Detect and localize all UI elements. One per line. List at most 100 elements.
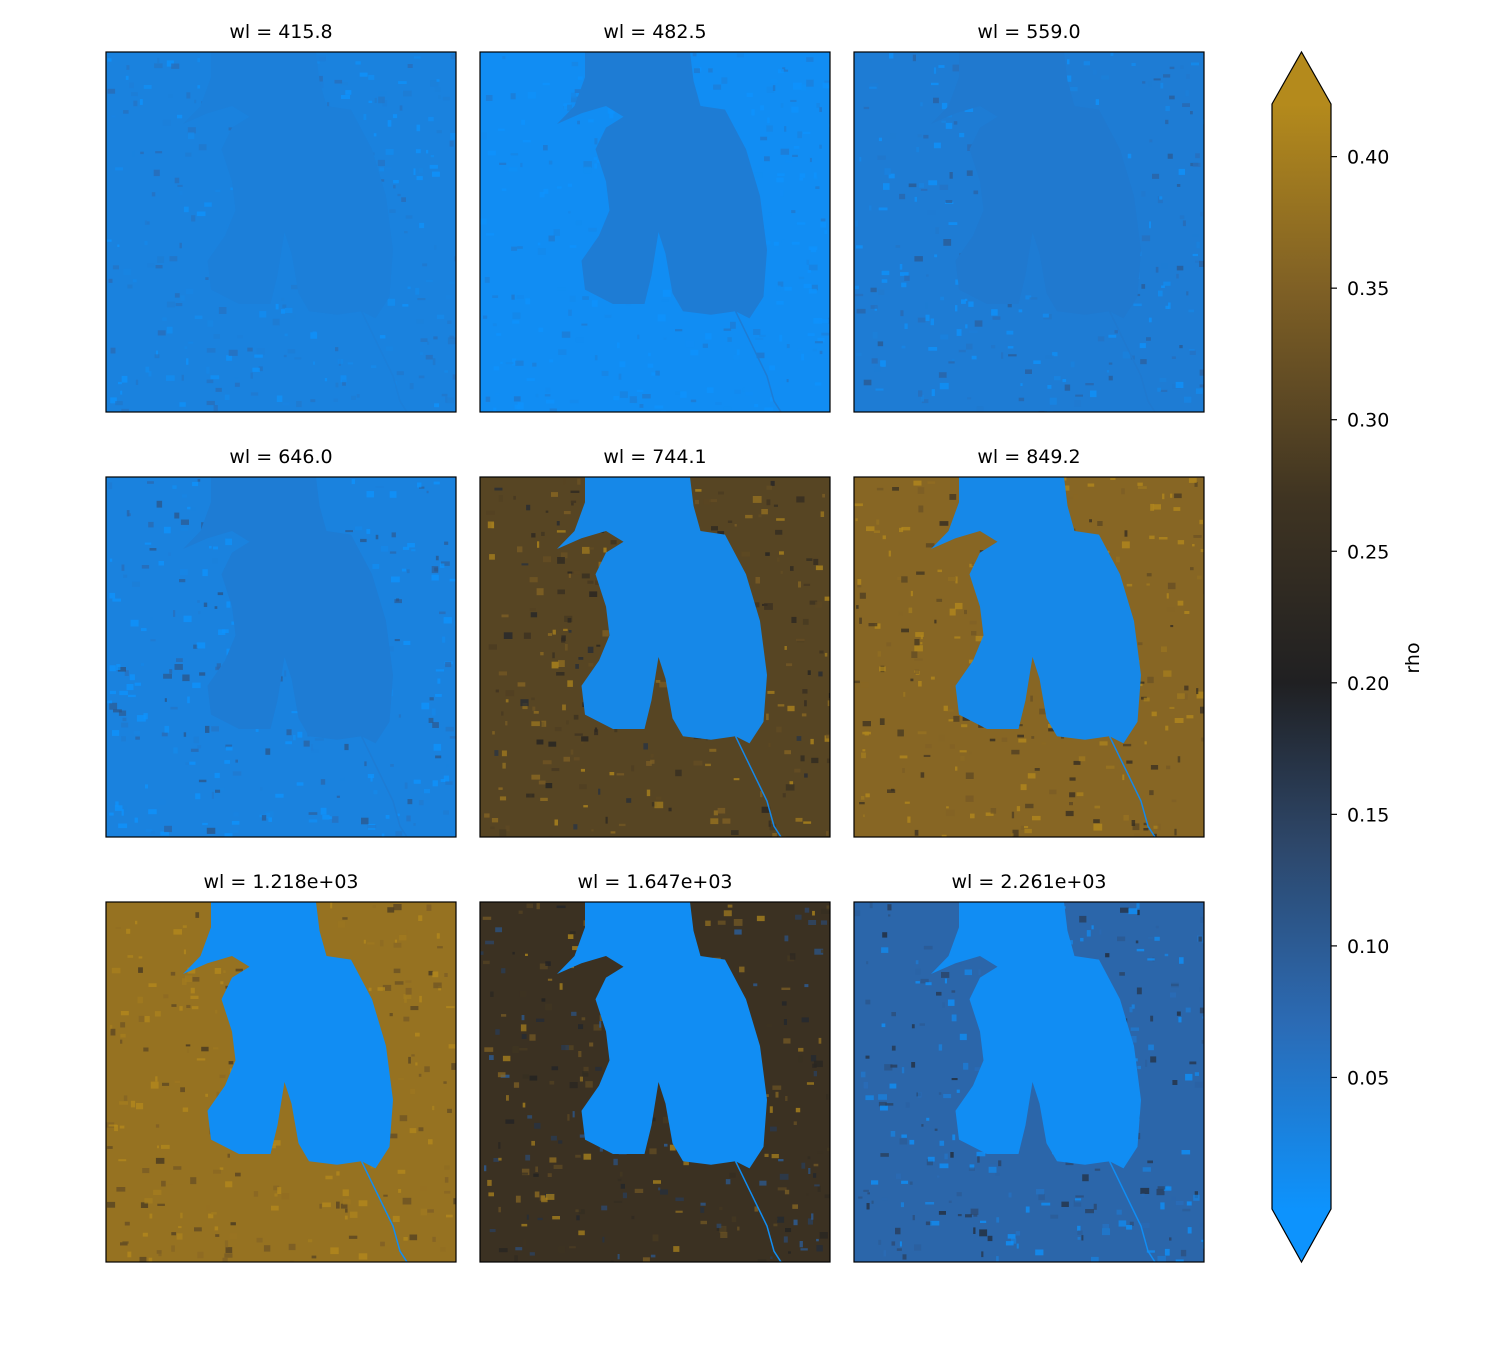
texture-speck [229, 1233, 238, 1240]
texture-speck [811, 1213, 814, 1220]
texture-speck [505, 721, 508, 726]
texture-speck [776, 726, 782, 733]
texture-speck [322, 814, 330, 820]
texture-speck [485, 396, 491, 402]
texture-speck [174, 177, 180, 184]
texture-speck [943, 705, 948, 711]
texture-speck [197, 478, 201, 482]
texture-speck [874, 366, 882, 372]
texture-speck [389, 491, 397, 498]
texture-speck [197, 745, 202, 749]
texture-speck [926, 274, 929, 277]
texture-speck [1091, 925, 1094, 930]
texture-speck [956, 329, 962, 336]
texture-speck [121, 375, 128, 383]
texture-speck [727, 904, 733, 908]
texture-speck [401, 568, 406, 572]
texture-speck [224, 1253, 233, 1258]
texture-speck [148, 521, 154, 528]
texture-speck [1108, 362, 1113, 365]
texture-speck [1174, 828, 1177, 836]
texture-speck [315, 61, 320, 64]
texture-speck [1094, 1168, 1101, 1171]
texture-speck [121, 736, 126, 742]
panel-title: wl = 744.1 [603, 446, 706, 468]
texture-speck [571, 1011, 577, 1016]
texture-speck [1108, 375, 1113, 381]
texture-speck [885, 1103, 894, 1106]
texture-speck [578, 1209, 585, 1215]
texture-speck [1161, 285, 1165, 288]
texture-speck [112, 730, 120, 736]
texture-speck [855, 352, 862, 356]
texture-speck [1184, 685, 1189, 691]
texture-speck [1171, 982, 1179, 988]
texture-speck [489, 554, 495, 560]
colorbar-tick-label: 0.40 [1347, 147, 1389, 169]
texture-speck [1128, 1036, 1137, 1043]
texture-speck [776, 301, 784, 305]
texture-speck [796, 496, 805, 503]
panel-grid: wl = 415.8 wl = 482.5 wl = 559.0wl = 646.0… [105, 21, 1205, 1263]
texture-speck [132, 150, 135, 158]
texture-speck [731, 1216, 737, 1223]
texture-speck [1141, 284, 1146, 289]
texture-speck [534, 1122, 541, 1129]
texture-speck [859, 157, 862, 162]
texture-speck [170, 971, 176, 976]
texture-speck [881, 1197, 888, 1201]
texture-speck [1157, 387, 1161, 392]
texture-speck [445, 396, 448, 403]
texture-speck [791, 106, 799, 113]
texture-speck [136, 715, 146, 722]
texture-speck [819, 650, 824, 654]
texture-speck [895, 245, 901, 248]
texture-speck [439, 611, 446, 615]
texture-speck [171, 63, 180, 69]
texture-speck [876, 519, 880, 525]
texture-speck [543, 556, 552, 563]
texture-speck [617, 1254, 620, 1260]
texture-speck [974, 1067, 981, 1071]
texture-speck [150, 639, 156, 642]
texture-speck [944, 1153, 948, 1160]
texture-speck [662, 1116, 669, 1124]
texture-speck [521, 1223, 528, 1227]
map-panel: wl = 646.0 [105, 446, 457, 838]
texture-speck [987, 1235, 993, 1242]
texture-speck [565, 1045, 574, 1051]
texture-speck [432, 358, 436, 366]
map-image [854, 477, 1204, 837]
texture-speck [920, 978, 929, 984]
texture-speck [637, 334, 640, 340]
texture-speck [219, 1167, 224, 1170]
texture-speck [517, 682, 526, 687]
texture-speck [1020, 825, 1025, 830]
texture-speck [871, 358, 878, 364]
texture-speck [415, 1032, 420, 1037]
texture-speck [820, 949, 824, 953]
texture-speck [1116, 1209, 1122, 1215]
texture-speck [955, 279, 960, 285]
texture-speck [526, 504, 531, 511]
texture-speck [391, 576, 400, 583]
texture-speck [541, 1195, 548, 1203]
texture-speck [202, 569, 208, 577]
texture-speck [154, 354, 160, 359]
texture-speck [531, 533, 536, 538]
texture-speck [551, 492, 558, 497]
texture-speck [881, 270, 890, 276]
texture-speck [418, 1127, 424, 1132]
texture-speck [407, 799, 413, 805]
texture-speck [514, 404, 520, 410]
texture-speck [422, 263, 428, 267]
texture-speck [578, 1024, 584, 1030]
texture-speck [183, 732, 187, 737]
texture-speck [541, 720, 547, 727]
texture-speck [126, 65, 130, 70]
texture-speck [390, 764, 394, 767]
texture-speck [336, 795, 340, 798]
texture-speck [197, 610, 201, 615]
texture-speck [537, 1217, 543, 1221]
lake-area [931, 902, 1141, 1169]
